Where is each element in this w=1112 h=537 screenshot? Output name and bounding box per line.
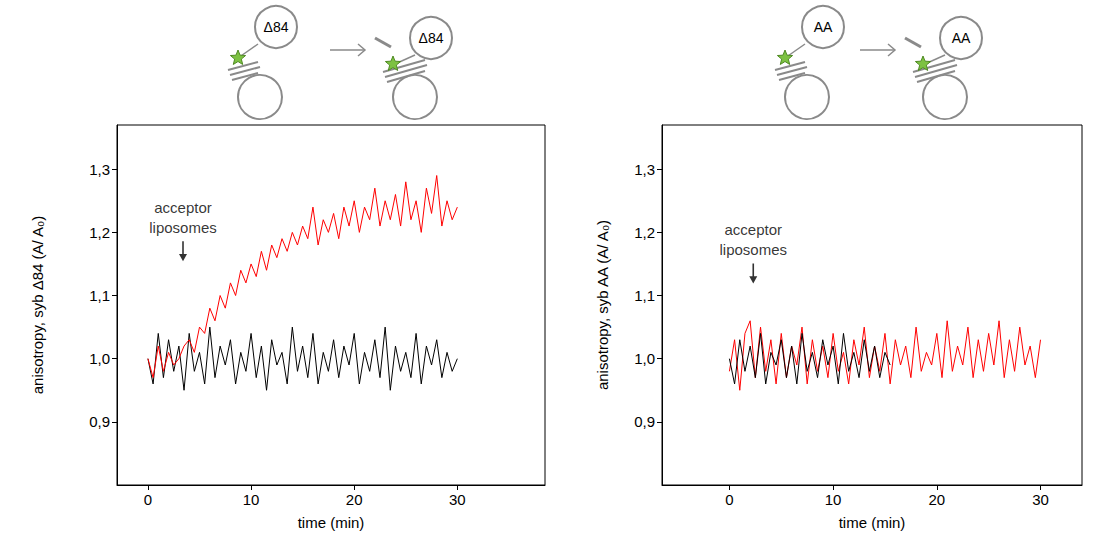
svg-text:anisotropy, syb AA (A/ A₀): anisotropy, syb AA (A/ A₀) [594, 220, 611, 390]
svg-text:time (min): time (min) [839, 514, 906, 531]
svg-text:10: 10 [243, 491, 260, 508]
svg-text:1,1: 1,1 [89, 287, 110, 304]
svg-text:acceptor: acceptor [154, 199, 212, 216]
svg-text:acceptor: acceptor [724, 221, 782, 238]
svg-text:1,3: 1,3 [89, 161, 110, 178]
svg-text:0: 0 [725, 491, 733, 508]
svg-text:30: 30 [1032, 491, 1049, 508]
svg-text:0,9: 0,9 [89, 413, 110, 430]
svg-text:10: 10 [825, 491, 842, 508]
svg-text:AA: AA [952, 30, 971, 46]
svg-text:20: 20 [346, 491, 363, 508]
svg-text:Δ84: Δ84 [419, 30, 444, 46]
svg-text:Δ84: Δ84 [264, 19, 289, 35]
svg-text:time (min): time (min) [298, 514, 365, 531]
svg-text:1,3: 1,3 [634, 161, 655, 178]
svg-text:liposomes: liposomes [719, 241, 787, 258]
svg-text:1,2: 1,2 [634, 224, 655, 241]
svg-text:0,9: 0,9 [634, 413, 655, 430]
svg-text:1,2: 1,2 [89, 224, 110, 241]
svg-text:1,0: 1,0 [634, 350, 655, 367]
svg-text:0: 0 [144, 491, 152, 508]
svg-text:liposomes: liposomes [149, 219, 217, 236]
svg-text:30: 30 [449, 491, 466, 508]
svg-text:1,1: 1,1 [634, 287, 655, 304]
svg-text:1,0: 1,0 [89, 350, 110, 367]
svg-text:anisotropy, syb Δ84 (A/ A₀): anisotropy, syb Δ84 (A/ A₀) [29, 216, 46, 395]
svg-text:20: 20 [928, 491, 945, 508]
svg-text:AA: AA [814, 19, 833, 35]
